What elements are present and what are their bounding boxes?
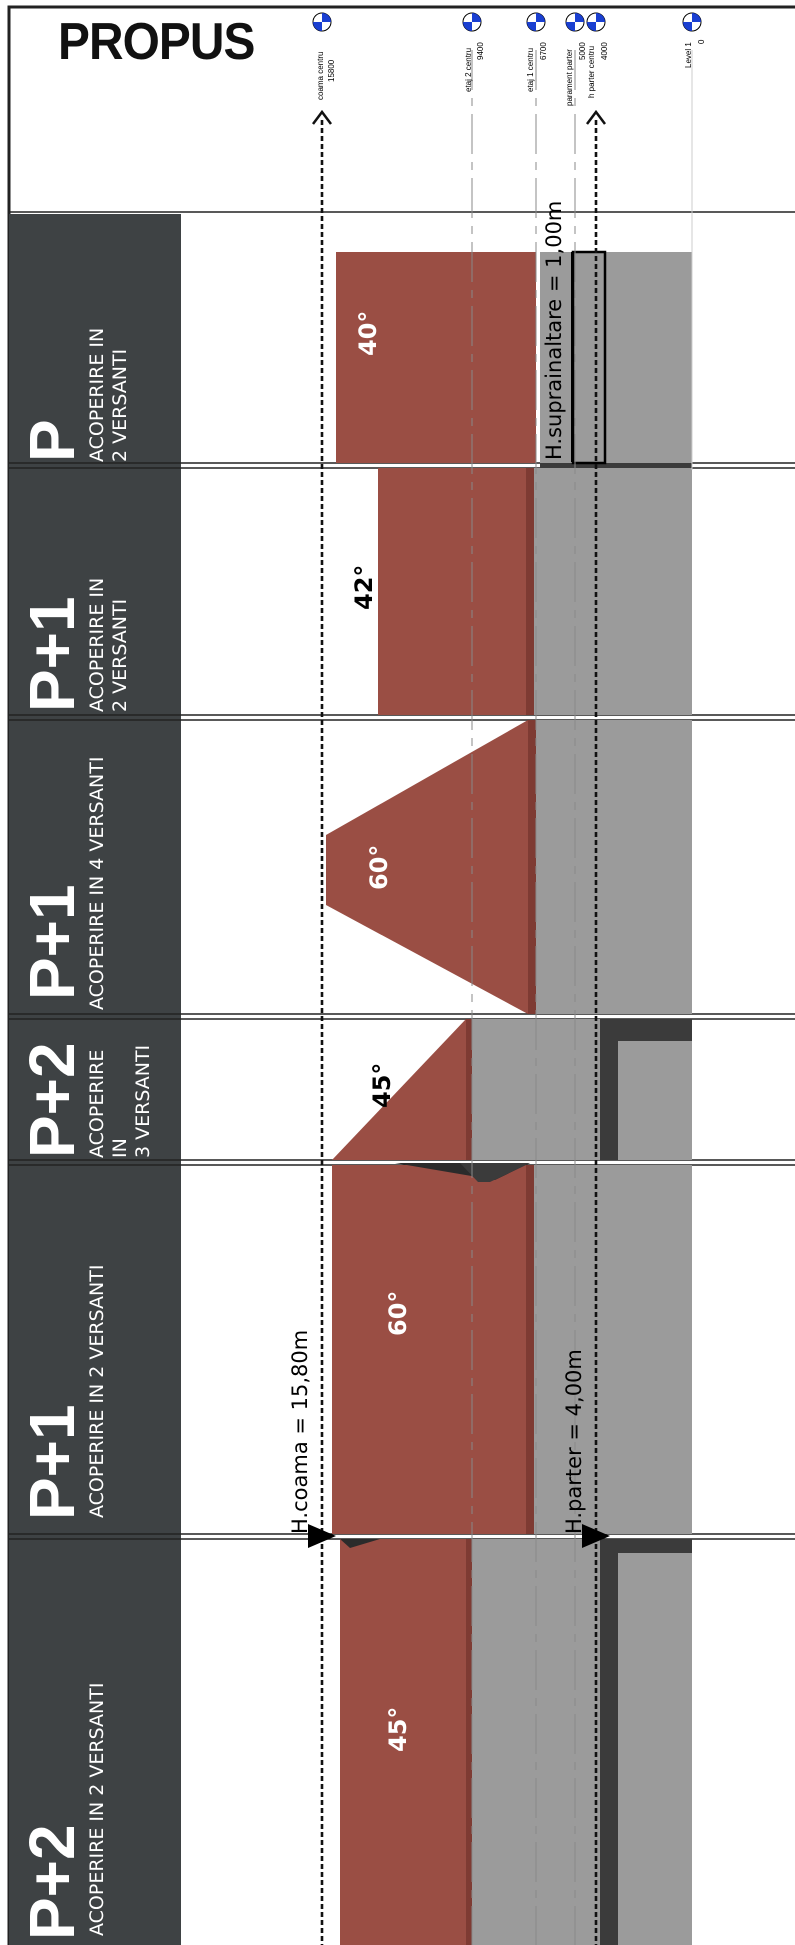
dimension-label: H.parter = 4,00m bbox=[562, 1349, 586, 1534]
band-4-title: P+2 bbox=[16, 1042, 88, 1158]
level-value: 15800 bbox=[327, 59, 336, 82]
dimension-label: H.coama = 15,80m bbox=[288, 1329, 312, 1534]
roof-angle-label: 60° bbox=[384, 1290, 412, 1336]
level-markers bbox=[312, 12, 702, 32]
band-2-desc: ACOPERIRE IN bbox=[86, 577, 108, 712]
band-4-desc: IN bbox=[109, 1138, 131, 1158]
roof-angle-label: 45° bbox=[384, 1706, 412, 1752]
band-6-desc: ACOPERIRE IN 2 VERSANTI bbox=[86, 1682, 108, 1936]
band-3-drawing bbox=[326, 720, 692, 1014]
band-5-drawing bbox=[332, 1163, 692, 1534]
level-label: Level 1 bbox=[684, 42, 693, 68]
level-label: parament parter bbox=[565, 49, 574, 106]
level-marker-icon bbox=[586, 12, 606, 32]
level-arrows bbox=[312, 109, 606, 125]
band-4-drawing bbox=[332, 1019, 692, 1160]
level-value: 5000 bbox=[578, 42, 587, 60]
band-4-desc: 3 VERSANTI bbox=[132, 1044, 154, 1158]
roof-angle-label: 60° bbox=[365, 844, 393, 890]
band-column bbox=[9, 214, 181, 1945]
level-label: h parter centru bbox=[587, 45, 596, 98]
band-2-drawing bbox=[378, 468, 692, 715]
band-1-drawing bbox=[336, 250, 692, 487]
band-2-title: P+1 bbox=[16, 596, 88, 712]
logo: PROPUS bbox=[58, 13, 255, 71]
roof-angle-label: 40° bbox=[354, 310, 382, 356]
dimension-ticks bbox=[308, 252, 610, 1548]
level-value: 6700 bbox=[539, 42, 548, 60]
level-lines bbox=[320, 50, 693, 1945]
band-6-drawing bbox=[340, 1539, 692, 1945]
level-value: 9400 bbox=[476, 42, 485, 60]
dimension-label: H.suprainaltare = 1,00m bbox=[542, 200, 566, 460]
level-marker-icon bbox=[462, 12, 482, 32]
band-6-title: P+2 bbox=[16, 1824, 88, 1940]
level-value: 4000 bbox=[600, 42, 609, 60]
roof-angle-label: 42° bbox=[350, 564, 378, 610]
level-label: etaj 1 centru bbox=[526, 47, 535, 92]
level-marker-icon bbox=[565, 12, 585, 32]
band-2-desc: 2 VERSANTI bbox=[109, 598, 131, 712]
band-1-desc: ACOPERIRE IN bbox=[86, 327, 108, 462]
level-label: etaj 2 centru bbox=[464, 47, 473, 92]
band-5-desc: ACOPERIRE IN 2 VERSANTI bbox=[86, 1264, 108, 1518]
band-4-desc: ACOPERIRE bbox=[86, 1049, 108, 1158]
level-marker-icon bbox=[682, 12, 702, 32]
level-label: coama centru bbox=[316, 51, 325, 100]
band-3-title: P+1 bbox=[16, 884, 88, 1000]
band-5-title: P+1 bbox=[16, 1404, 88, 1520]
level-value: 0 bbox=[697, 39, 706, 44]
band-1-title: P bbox=[16, 419, 88, 462]
roof-angle-label: 45° bbox=[368, 1062, 396, 1108]
band-3-desc: ACOPERIRE IN 4 VERSANTI bbox=[86, 756, 108, 1010]
level-marker-icon bbox=[312, 12, 332, 32]
level-marker-icon bbox=[526, 12, 546, 32]
band-1-desc: 2 VERSANTI bbox=[109, 348, 131, 462]
